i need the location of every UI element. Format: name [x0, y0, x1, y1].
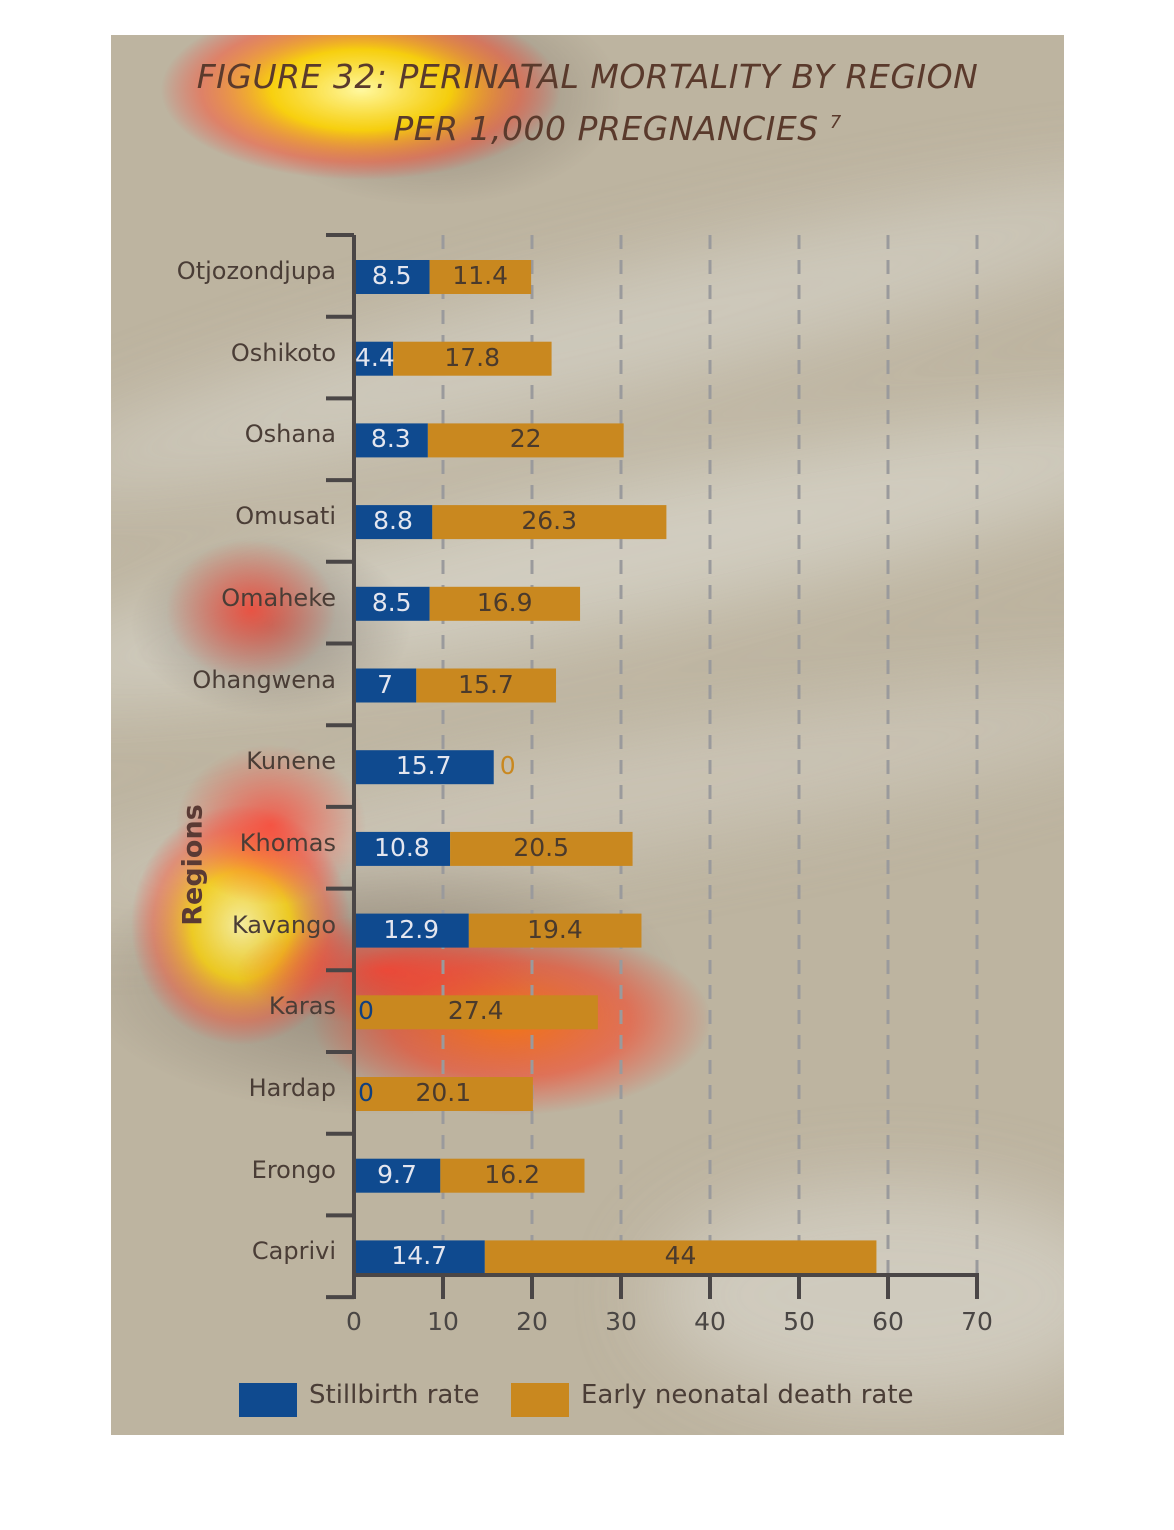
data-label-stillbirth: 0: [358, 996, 374, 1026]
x-tick-label: 10: [427, 1307, 459, 1336]
region-label: Kunene: [246, 747, 336, 776]
bar-neonatal: [429, 260, 532, 294]
region-label: Oshana: [244, 420, 336, 449]
region-label: Kavango: [231, 910, 336, 939]
region-label: Khomas: [239, 828, 336, 857]
region-label: Ohangwena: [192, 665, 336, 694]
data-label-stillbirth: 8.5: [371, 587, 412, 617]
y-axis-label: Regions: [173, 765, 213, 965]
x-tick-label: 20: [516, 1307, 548, 1336]
region-label: Caprivi: [251, 1237, 336, 1266]
bar-neonatal: [432, 505, 667, 540]
x-tick-label: 0: [346, 1307, 362, 1336]
data-label-stillbirth: 12.9: [383, 914, 440, 944]
bar-stillbirth: [354, 423, 428, 458]
y-axis-label-text: Regions: [177, 804, 209, 926]
data-label-stillbirth: 8.5: [371, 261, 412, 290]
bar-stillbirth: [354, 586, 430, 621]
legend-label-neonatal: Early neonatal death rate: [581, 1380, 914, 1410]
legend-label-stillbirth: Stillbirth rate: [309, 1380, 480, 1410]
bar-neonatal: [427, 423, 624, 458]
data-label-stillbirth: 10.8: [374, 832, 430, 862]
data-label-stillbirth: 14.7: [391, 1241, 448, 1271]
chart-title-line1: FIGURE 32: PERINATAL MORTALITY BY REGION: [196, 57, 979, 96]
region-label: Hardap: [248, 1074, 336, 1102]
data-label-neonatal: 26.3: [521, 506, 578, 536]
bar-stillbirth: [354, 260, 430, 294]
data-label-neonatal: 20.5: [513, 832, 570, 862]
bar-neonatal: [440, 1158, 585, 1193]
bar-neonatal: [354, 995, 598, 1030]
bar-chart: [326, 233, 979, 1300]
bar-stillbirth: [354, 831, 451, 866]
bar-stillbirth: [354, 1158, 441, 1193]
data-label-stillbirth: 4.4: [355, 342, 395, 372]
x-tick-label: 40: [694, 1307, 726, 1336]
chart-panel: FIGURE 32: PERINATAL MORTALITY BY REGION…: [111, 35, 1064, 1435]
region-label: Omaheke: [221, 583, 336, 612]
bar-neonatal: [393, 341, 552, 376]
chart-title-line2: PER 1,000 PREGNANCIES 7: [141, 109, 1064, 148]
bar-neonatal: [416, 668, 557, 703]
x-tick-label: 70: [961, 1307, 993, 1336]
bar-neonatal: [429, 586, 581, 621]
x-tick-label: 30: [605, 1307, 637, 1336]
data-label-neonatal: 16.9: [476, 587, 533, 617]
region-label: Oshikoto: [230, 338, 336, 367]
data-label-neonatal: 17.8: [444, 342, 501, 372]
x-tick-label: 50: [783, 1307, 815, 1336]
x-tick-label: 60: [872, 1307, 904, 1336]
data-label-neonatal: 0: [499, 751, 516, 781]
bar-stillbirth: [354, 668, 417, 703]
chart-background: [111, 35, 1064, 1435]
chart-title-text: PER 1,000 PREGNANCIES: [393, 109, 819, 148]
region-label: Omusati: [235, 502, 336, 531]
bar-stillbirth: [354, 913, 469, 948]
data-label-stillbirth: 0: [358, 1078, 374, 1107]
data-label-neonatal: 15.7: [458, 669, 514, 699]
data-label-stillbirth: 9.7: [377, 1159, 417, 1189]
data-label-neonatal: 22: [509, 424, 542, 454]
bar-stillbirth: [354, 750, 494, 785]
data-label-neonatal: 27.4: [447, 996, 504, 1026]
region-label: Otjozondjupa: [176, 257, 336, 285]
data-label-neonatal: 19.4: [527, 914, 583, 944]
bar-neonatal: [450, 831, 633, 866]
data-label-neonatal: 11.4: [452, 261, 509, 290]
data-label-stillbirth: 8.3: [370, 424, 411, 454]
legend-swatch-stillbirth: [239, 1383, 297, 1417]
title-footnote-marker: 7: [829, 112, 842, 133]
data-label-stillbirth: 8.8: [373, 506, 413, 536]
region-label: Erongo: [251, 1155, 336, 1184]
bar-stillbirth: [354, 341, 394, 376]
bar-neonatal: [354, 1077, 533, 1111]
data-label-stillbirth: 15.7: [395, 751, 452, 781]
region-label: Karas: [268, 992, 336, 1021]
bar-stillbirth: [354, 1240, 485, 1275]
legend-swatch-neonatal: [511, 1383, 569, 1417]
data-label-neonatal: 44: [664, 1241, 697, 1271]
data-label-stillbirth: 7: [377, 669, 394, 699]
data-label-neonatal: 16.2: [484, 1159, 541, 1189]
bar-neonatal: [468, 913, 642, 948]
data-label-neonatal: 20.1: [415, 1078, 472, 1107]
bar-stillbirth: [354, 505, 433, 540]
bar-neonatal: [484, 1240, 877, 1275]
